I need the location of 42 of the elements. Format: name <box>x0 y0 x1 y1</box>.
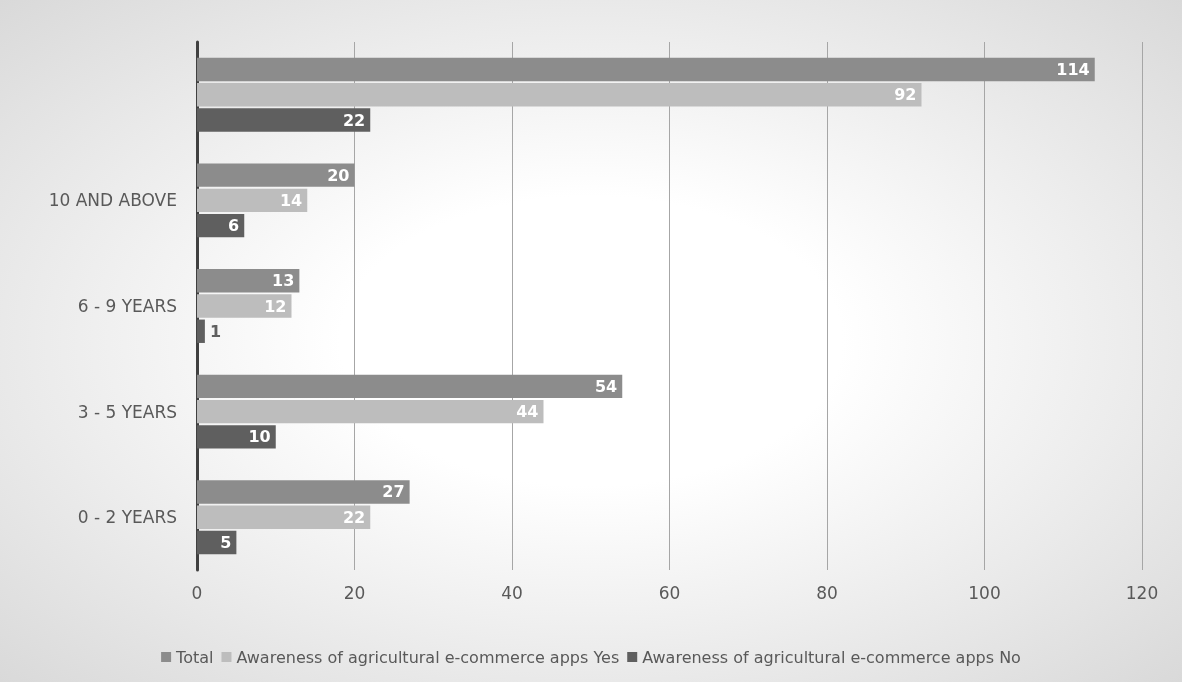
data-label: 14 <box>279 190 303 210</box>
data-label: 6 <box>228 216 240 236</box>
legend-label: Awareness of agricultural e-commerce apps Yes <box>236 647 620 667</box>
data-label: 20 <box>327 165 350 185</box>
x-tick-label: 100 <box>968 582 1001 603</box>
legend-label: Awareness of agricultural e-commerce apps No <box>642 647 1021 667</box>
bar <box>197 294 292 318</box>
y-tick-label: 0 - 2 YEARS <box>77 507 177 528</box>
bar <box>197 319 205 343</box>
data-label: 12 <box>264 296 287 316</box>
data-label: 5 <box>220 532 232 552</box>
x-tick-label: 40 <box>501 582 523 603</box>
bar <box>197 425 276 449</box>
x-tick-label: 80 <box>816 582 838 603</box>
data-label: 1 <box>209 321 222 341</box>
bar <box>197 163 355 187</box>
bar <box>197 83 922 107</box>
y-tick-label: 6 - 9 YEARS <box>77 296 177 316</box>
bar <box>197 108 371 132</box>
data-label: 92 <box>894 85 917 105</box>
x-tick-label: 20 <box>343 582 366 603</box>
y-tick-label: 3 - 5 YEARS <box>77 401 177 422</box>
data-label: 13 <box>272 271 295 291</box>
data-label: 54 <box>594 376 618 396</box>
x-tick-label: 0 <box>191 582 203 603</box>
data-label: 44 <box>516 402 539 422</box>
y-tick-label: 10 AND ABOVE <box>48 190 177 211</box>
bar <box>197 399 544 424</box>
data-label: 114 <box>1056 60 1090 80</box>
bar <box>197 480 410 504</box>
data-label: 22 <box>342 507 366 527</box>
x-tick-label: 60 <box>658 582 681 603</box>
bar <box>197 374 623 399</box>
bar <box>197 57 1095 82</box>
bar <box>197 505 371 529</box>
bar <box>197 269 300 293</box>
bar <box>197 188 308 213</box>
legend-label: Total <box>175 647 214 667</box>
data-label: 10 <box>248 427 271 447</box>
x-tick-label: 120 <box>1125 582 1159 603</box>
data-label: 27 <box>382 482 405 502</box>
data-label: 22 <box>342 110 366 130</box>
